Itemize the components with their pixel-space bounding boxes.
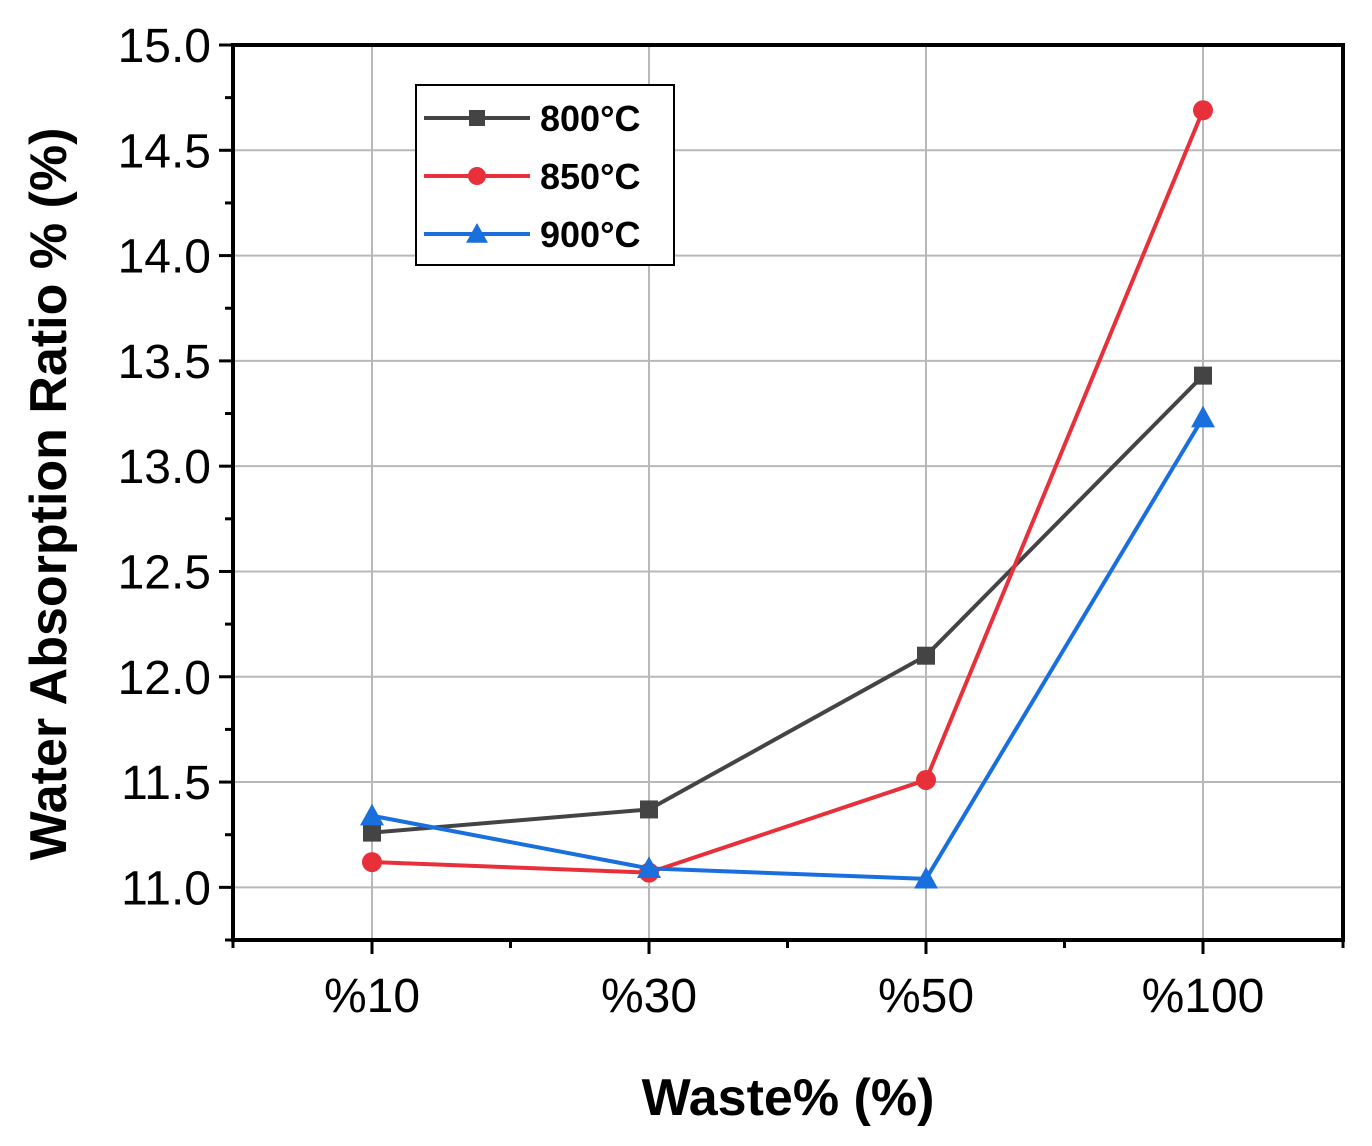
data-point [362, 852, 382, 873]
data-point [360, 803, 384, 826]
legend-entry: 900°C [424, 214, 640, 255]
y-tick-label: 13.0 [118, 441, 211, 494]
y-tick-label: 15.0 [118, 20, 211, 73]
series-900C [360, 405, 1215, 889]
data-point [914, 866, 938, 889]
series-line [371, 109, 1205, 875]
data-point [917, 646, 935, 665]
x-tick-label: %30 [601, 970, 697, 1023]
legend-label: 900°C [540, 214, 640, 255]
data-point [916, 769, 936, 790]
y-tick-label: 13.5 [118, 336, 211, 389]
data-point [1194, 366, 1212, 385]
legend-label: 800°C [540, 98, 640, 139]
x-tick-label: %10 [324, 970, 420, 1023]
y-tick-label: 12.5 [118, 546, 211, 599]
series-layer [360, 100, 1215, 889]
data-point [637, 856, 661, 878]
y-tick-label: 12.0 [118, 652, 211, 705]
y-axis-title: Water Absorption Ratio % (%) [20, 128, 78, 861]
data-point [1193, 100, 1213, 121]
legend-marker [469, 110, 485, 126]
data-point [640, 800, 658, 819]
y-tick-label: 14.5 [118, 125, 211, 178]
series-line [371, 374, 1205, 835]
y-tick-label: 14.0 [118, 231, 211, 284]
series-800C [363, 366, 1212, 842]
series-line [371, 416, 1205, 881]
x-tick-label: %50 [878, 970, 974, 1023]
x-tick-label: %100 [1142, 970, 1265, 1023]
axis-ticks: 11.0 11.5 12.0 12.5 13.0 13.5 14.0 14.5 15.0 %10%… [118, 20, 1345, 1023]
legend-marker [468, 167, 486, 185]
y-tick-label: 11.5 [121, 757, 211, 810]
x-axis-title: Waste% (%) [642, 1069, 935, 1127]
data-point [1191, 405, 1215, 428]
legend-entry: 850°C [424, 156, 640, 197]
legend: 800°C 850°C 900°C [415, 84, 675, 266]
legend-label: 850°C [540, 156, 640, 197]
y-tick-label: 11.0 [121, 862, 211, 915]
legend-entry: 800°C [424, 98, 640, 139]
data-point [363, 823, 381, 842]
legend-marker [466, 223, 488, 243]
